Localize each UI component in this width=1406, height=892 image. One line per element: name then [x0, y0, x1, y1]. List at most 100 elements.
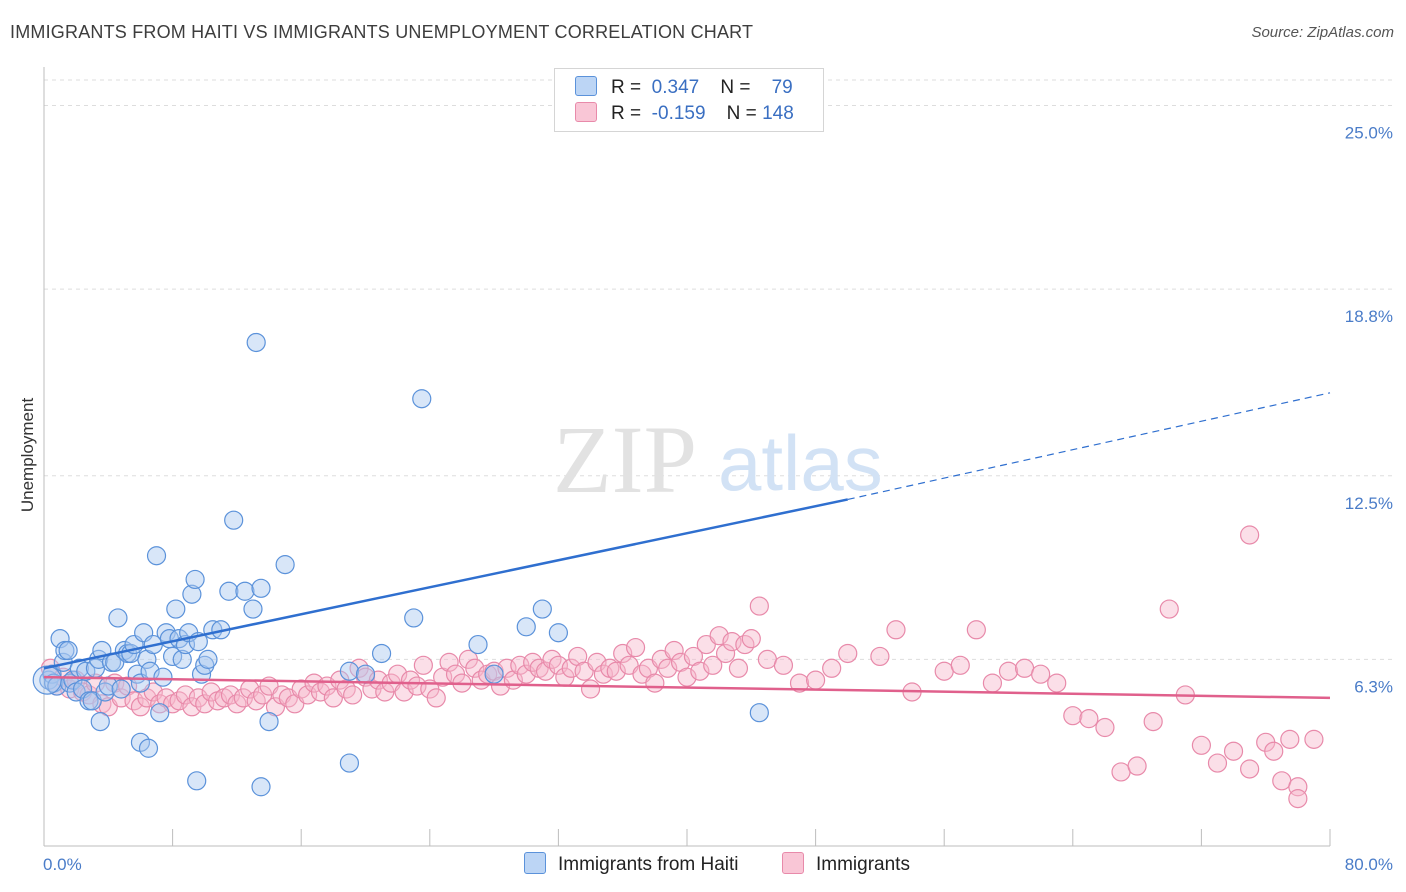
legend-swatch-immigrants: [575, 102, 597, 122]
y-tick-label: 25.0%: [1345, 124, 1393, 143]
point-haiti: [146, 546, 167, 566]
point-haiti: [138, 738, 159, 758]
point-haiti: [243, 599, 263, 619]
x-tick-label-max: 80.0%: [1345, 855, 1393, 874]
point-haiti: [185, 569, 205, 590]
point-immigrants: [1095, 717, 1115, 738]
watermark: ZIP atlas: [553, 406, 883, 513]
chart-title: IMMIGRANTS FROM HAITI VS IMMIGRANTS UNEM…: [10, 22, 754, 42]
point-immigrants: [715, 643, 736, 664]
point-immigrants: [580, 679, 601, 699]
point-immigrants: [966, 620, 986, 640]
point-haiti: [548, 623, 569, 643]
point-immigrants: [343, 685, 363, 705]
legend-r-value: -0.159: [651, 103, 706, 124]
point-haiti: [58, 640, 78, 661]
point-haiti: [182, 584, 202, 604]
legend-r-value: 0.347: [651, 77, 700, 98]
point-immigrants: [1079, 709, 1099, 729]
point-haiti: [187, 771, 207, 791]
point-haiti: [532, 599, 552, 619]
point-immigrants: [1063, 706, 1083, 726]
point-haiti: [339, 753, 360, 773]
point-immigrants: [1240, 525, 1260, 545]
point-haiti: [259, 711, 279, 732]
bottom-legend-immigrants: Immigrants: [782, 852, 910, 876]
point-haiti: [90, 711, 110, 732]
bottom-legend-swatch-immigrants: [782, 852, 804, 874]
x-tick-label-min: 0.0%: [43, 855, 82, 874]
point-haiti: [468, 634, 488, 655]
watermark-zip: ZIP: [553, 406, 697, 513]
point-haiti: [251, 777, 271, 797]
legend-n-label: N =: [726, 103, 757, 124]
point-haiti: [516, 617, 536, 637]
y-axis-label: Unemployment: [18, 398, 37, 513]
point-haiti: [275, 555, 295, 575]
point-immigrants: [950, 655, 970, 675]
trend-line-immigrants: [43, 675, 1331, 700]
point-immigrants: [757, 649, 777, 669]
point-haiti: [339, 661, 360, 681]
point-immigrants: [413, 655, 433, 675]
trend-line-haiti: [43, 498, 849, 670]
bottom-legend-swatch-haiti: [524, 852, 546, 874]
point-immigrants: [1159, 599, 1179, 619]
watermark-atlas: atlas: [718, 419, 883, 507]
point-immigrants: [1288, 789, 1308, 809]
point-haiti: [224, 510, 244, 530]
point-haiti: [108, 608, 128, 628]
bottom-legend-haiti: Immigrants from Haiti: [524, 852, 739, 876]
point-immigrants: [645, 673, 665, 693]
point-haiti: [251, 578, 271, 598]
point-immigrants: [749, 596, 769, 616]
axes: [43, 67, 1331, 847]
point-immigrants: [1272, 771, 1292, 791]
point-immigrants: [728, 658, 749, 678]
point-haiti: [235, 581, 255, 601]
point-immigrants: [1223, 741, 1244, 761]
point-immigrants: [998, 661, 1019, 681]
point-haiti: [150, 703, 170, 723]
point-haiti: [198, 649, 218, 669]
y-tick-label: 12.5%: [1345, 494, 1393, 513]
point-immigrants: [773, 655, 794, 675]
point-immigrants: [426, 688, 446, 708]
point-immigrants: [1143, 711, 1163, 732]
legend-row-haiti: R = 0.347 N = 79: [575, 76, 793, 100]
point-haiti: [371, 643, 392, 664]
point-immigrants: [1031, 664, 1051, 684]
point-haiti: [172, 649, 192, 669]
point-immigrants: [870, 646, 890, 667]
point-immigrants: [934, 661, 954, 681]
bottom-legend-label: Immigrants from Haiti: [558, 854, 739, 875]
point-immigrants: [664, 640, 684, 661]
point-immigrants: [741, 629, 761, 649]
legend-swatch-haiti: [575, 76, 597, 96]
point-haiti: [404, 608, 424, 628]
point-immigrants: [1240, 759, 1260, 779]
legend-r-label: R =: [611, 77, 642, 98]
legend-r-label: R =: [611, 103, 642, 124]
point-immigrants: [1127, 756, 1147, 776]
point-immigrants: [886, 620, 906, 640]
point-haiti: [219, 581, 239, 601]
point-immigrants: [1304, 729, 1324, 749]
point-immigrants: [703, 655, 723, 675]
y-tick-label: 6.3%: [1354, 677, 1393, 696]
tick-labels: 6.3% 12.5% 18.8% 25.0% 0.0% 80.0%: [43, 124, 1393, 874]
point-immigrants: [1280, 729, 1300, 749]
trend-lines: [43, 392, 1331, 700]
source-label: Source: ZipAtlas.com: [1251, 24, 1394, 41]
point-haiti: [153, 667, 173, 687]
point-immigrants: [1207, 753, 1228, 773]
trend-line-haiti-extension: [847, 392, 1331, 501]
point-immigrants: [838, 643, 858, 664]
grid-lines: [44, 79, 1392, 660]
point-immigrants: [982, 673, 1003, 693]
legend-row-immigrants: R = -0.159 N = 148: [575, 102, 794, 126]
series-immigrants-points: [40, 525, 1324, 809]
point-haiti: [166, 599, 186, 619]
point-haiti-cluster: [32, 665, 62, 695]
